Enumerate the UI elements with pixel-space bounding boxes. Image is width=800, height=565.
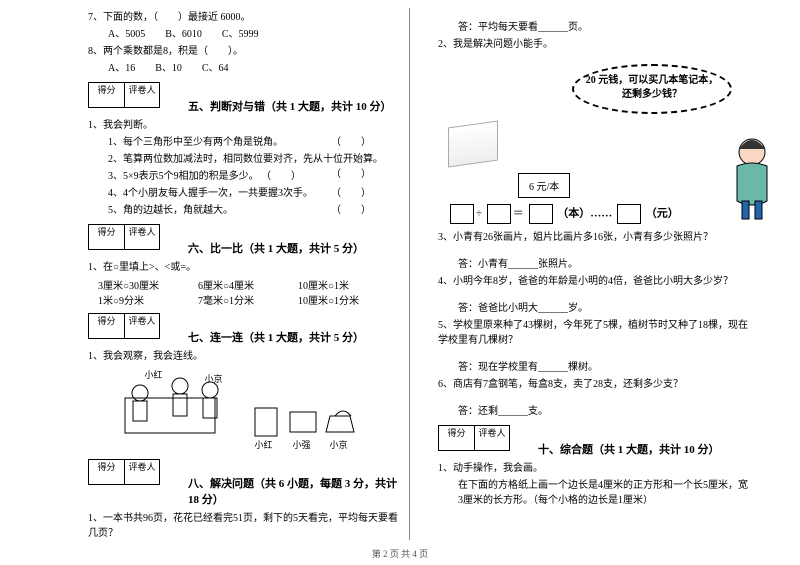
problem-illustration: 20 元钱，可以买几本笔记本， 还剩多少钱？ 6 元/本 [418,54,752,204]
answer-1: 答：平均每天要看______页。 [418,20,752,35]
connect-illustration: 小红 小京 小红 小强 小京 [105,368,365,453]
cmp-1b: 6厘米○4厘米 [198,277,298,292]
grader-label: 评卷人 [124,83,159,107]
q6: 6、商店有7盒钢笔，每盒8支，卖了28支，还剩多少支？ [418,377,752,392]
score-box-5: 得分 评卷人 [88,82,160,108]
thought-bubble: 20 元钱，可以买几本笔记本， 还剩多少钱？ [572,64,732,114]
q7: 7、下面的数，（ ）最接近 6000。 [68,10,401,25]
page-footer: 第 2 页 共 4 页 [0,547,800,560]
equation-line: ÷ ＝ （本）…… （元） [418,204,752,224]
cmp-1a: 3厘米○30厘米 [98,277,198,292]
q5: 5、学校里原来种了43棵树，今年死了5棵，植树节时又种了18棵，现在学校里有几棵… [418,318,752,348]
s5-1-text: 1、每个三角形中至少有两个角是锐角。 [108,137,283,148]
paren: （ ） [331,135,371,150]
s5-4-text: 4、4个小朋友每人握手一次，一共要握3次手。 [108,188,313,199]
score-label: 得分 [89,225,124,249]
label-xiaohong-top: 小红 [145,368,163,381]
label-c3: 小京 [330,438,348,451]
right-column: 答：平均每天要看______页。 2、我是解决问题小能手。 20 元钱，可以买几… [410,8,760,540]
eq-box [450,204,474,224]
paren: （ ） [331,167,371,182]
label-c2: 小强 [293,438,311,451]
s10-lead: 1、动手操作，我会画。 [418,461,752,476]
a3: 答：小青有______张照片。 [418,257,752,272]
cmp-2c: 10厘米○1分米 [298,292,398,307]
bubble-line-2: 还剩多少钱？ [622,89,682,100]
eq-unit-2: （元） [646,208,679,220]
s5-item-2: 2、笔算两位数加减法时，相同数位要对齐，先从十位开始算。（ ） [68,152,401,167]
s5-item-4: 4、4个小朋友每人握手一次，一共要握3次手。 （ ） [68,186,401,201]
paren: （ ） [331,186,371,201]
score-label: 得分 [89,314,124,338]
eq-box [487,204,511,224]
q2: 2、我是解决问题小能手。 [418,37,752,52]
q7-options: A、5005 B、6010 C、5999 [68,27,401,42]
s7-lead: 1、我会观察，我会连线。 [68,349,401,364]
paren: （ ） [261,169,301,184]
bubble-line-1: 20 元钱，可以买几本笔记本， [586,75,719,86]
a5: 答：现在学校里有______棵树。 [418,360,752,375]
cmp-1c: 10厘米○1米 [298,277,398,292]
cmp-2b: 7毫米○1分米 [198,292,298,307]
label-xiaojing-top: 小京 [205,372,223,385]
grader-label: 评卷人 [124,314,159,338]
score-box-10: 得分 评卷人 [438,425,510,451]
q3: 3、小青有26张画片，姐片比画片多16张，小青有多少张照片？ [418,230,752,245]
cmp-2a: 1米○9分米 [98,292,198,307]
grader-label: 评卷人 [124,225,159,249]
score-label: 得分 [89,83,124,107]
eq-box [617,204,641,224]
s10-text: 在下面的方格纸上画一个边长是4厘米的正方形和一个长5厘米，宽3厘米的长方形。（每… [418,478,752,508]
s5-item-5: 5、角的边越长，角就越大。 （ ） [68,203,401,218]
character-icon [722,134,782,224]
eq-unit-1: （本）…… [557,208,612,220]
score-box-6: 得分 评卷人 [88,224,160,250]
s5-2-text: 2、笔算两位数加减法时，相同数位要对齐，先从十位开始算。 [108,154,383,165]
compare-row-1: 3厘米○30厘米 6厘米○4厘米 10厘米○1米 [68,277,401,292]
s6-lead: 1、在○里填上>、<或=。 [68,260,401,275]
eq-box [529,204,553,224]
q8-options: A、16 B、10 C、64 [68,61,401,76]
score-label: 得分 [89,460,124,484]
grader-label: 评卷人 [124,460,159,484]
label-c1: 小红 [255,438,273,451]
paren: （ ） [331,203,371,218]
compare-row-2: 1米○9分米 7毫米○1分米 10厘米○1分米 [68,292,401,307]
q4: 4、小明今年8岁，爸爸的年龄是小明的4倍，爸爸比小明大多少岁？ [418,274,752,289]
s5-item-1: 1、每个三角形中至少有两个角是锐角。 （ ） [68,135,401,150]
s5-lead: 1、我会判断。 [68,118,401,133]
s8-q1: 1、一本书共96页，花花已经看完51页，剩下的5天看完，平均每天要看几页？ [68,511,401,541]
score-label: 得分 [439,426,474,450]
score-box-8: 得分 评卷人 [88,459,160,485]
s5-5-text: 5、角的边越长，角就越大。 [108,205,233,216]
s5-3-text: 3、5×9表示5个9相加的积是多少。 [108,171,259,182]
notebook-icon [448,120,498,167]
price-box: 6 元/本 [518,173,570,198]
left-column: 7、下面的数，（ ）最接近 6000。 A、5005 B、6010 C、5999… [60,8,410,540]
grader-label: 评卷人 [474,426,509,450]
scene-svg [105,368,365,453]
a4: 答：爸爸比小明大______岁。 [418,301,752,316]
a6: 答：还剩______支。 [418,404,752,419]
score-box-7: 得分 评卷人 [88,313,160,339]
q8: 8、两个乘数都是8，积是（ ）。 [68,44,401,59]
